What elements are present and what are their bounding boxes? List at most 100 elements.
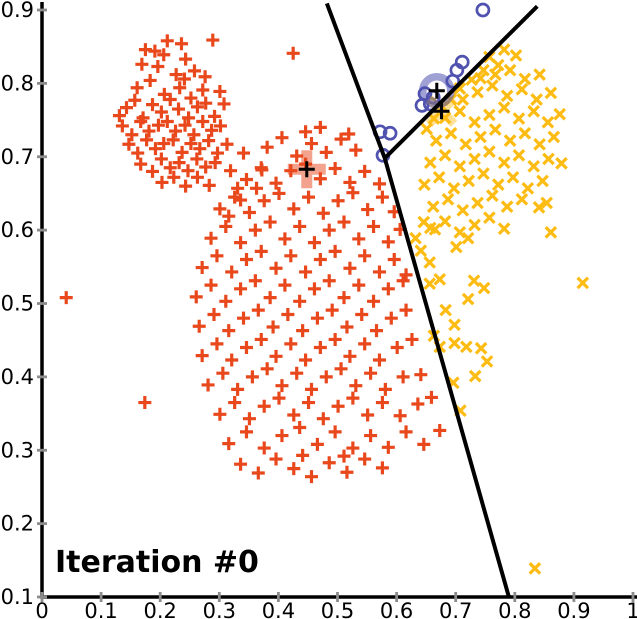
cluster-red-marker	[199, 96, 213, 110]
cluster-red-marker	[190, 152, 204, 166]
cluster-red-marker	[278, 278, 292, 292]
cluster-red-marker	[211, 146, 225, 160]
cluster-red-marker	[263, 291, 277, 305]
cluster-red-marker	[346, 391, 360, 405]
cluster-red-marker	[378, 382, 392, 396]
cluster-red-marker	[260, 362, 274, 376]
cluster-red-marker	[316, 206, 330, 220]
cluster-red-marker	[299, 353, 313, 367]
cluster-red-marker	[293, 219, 307, 233]
cluster-yellow-marker	[497, 156, 511, 169]
cluster-red-marker	[198, 70, 212, 84]
cluster-red-marker	[310, 437, 324, 451]
cluster-yellow-marker	[461, 292, 475, 306]
cluster-red-marker	[293, 294, 307, 308]
cluster-yellow-marker	[527, 159, 541, 173]
cluster-red-marker	[433, 423, 447, 437]
x-tick-label: 0.7	[439, 599, 472, 619]
cluster-red-marker	[296, 324, 310, 338]
cluster-red-marker	[225, 353, 239, 367]
cluster-red-marker	[242, 412, 256, 426]
cluster-red-marker	[281, 308, 295, 322]
cluster-red-marker	[322, 456, 336, 470]
cluster-red-marker	[340, 320, 354, 334]
cluster-yellow-marker	[553, 107, 567, 121]
cluster-red-marker	[269, 261, 283, 275]
cluster-red-marker	[367, 219, 381, 233]
cluster-yellow-marker	[423, 156, 437, 169]
cluster-red-marker	[224, 164, 238, 178]
cluster-red-marker	[375, 396, 389, 410]
cluster-red-marker	[148, 142, 162, 156]
cluster-red-marker	[337, 449, 351, 463]
cluster-yellow-marker	[474, 130, 487, 144]
cluster-yellow-marker	[441, 192, 455, 206]
cluster-red-marker	[222, 209, 236, 223]
cluster-yellow-marker	[460, 340, 473, 354]
cluster-red-marker	[182, 111, 196, 125]
cluster-red-marker	[260, 140, 274, 154]
cluster-yellow-marker	[417, 215, 431, 229]
cluster-red-marker	[213, 202, 227, 216]
cluster-yellow-marker	[453, 225, 467, 239]
cluster-red-marker	[134, 157, 148, 171]
cluster-red-marker	[120, 101, 134, 115]
cluster-red-marker	[304, 137, 318, 151]
cluster-yellow-marker	[414, 244, 428, 258]
cluster-red-marker	[140, 133, 154, 147]
cluster-red-marker	[328, 332, 342, 346]
cluster-yellow-marker	[418, 178, 431, 191]
cluster-red-marker	[242, 206, 256, 220]
cluster-yellow-marker	[468, 115, 481, 129]
cluster-red-marker	[322, 223, 336, 237]
cluster-red-marker	[424, 390, 438, 404]
cluster-red-marker	[304, 470, 318, 484]
cluster-red-marker	[239, 425, 253, 439]
cluster-yellow-marker	[456, 203, 470, 217]
x-tick-label: 0.4	[262, 599, 295, 619]
cluster-red-marker	[302, 396, 316, 410]
cluster-red-marker	[313, 120, 327, 134]
y-tick-label: 0.3	[1, 438, 34, 462]
cluster-yellow-marker	[541, 115, 555, 129]
cluster-red-marker	[146, 164, 160, 178]
cluster-red-marker	[340, 465, 354, 479]
cluster-red-marker	[313, 341, 327, 355]
cluster-red-marker	[310, 311, 324, 325]
cluster-yellow-marker	[509, 49, 523, 62]
cluster-yellow-marker	[423, 256, 437, 269]
cluster-yellow-marker	[528, 562, 542, 575]
cluster-red-marker	[195, 261, 209, 275]
x-tick-label: 0	[35, 599, 48, 619]
cluster-red-marker	[381, 235, 395, 249]
cluster-red-marker	[195, 349, 209, 363]
cluster-yellow-marker	[468, 218, 481, 232]
cluster-yellow-marker	[444, 126, 458, 140]
centroid-markers-layer	[298, 82, 450, 178]
cluster-red-marker	[155, 175, 169, 189]
cluster-red-marker	[163, 161, 177, 175]
cluster-yellow-marker	[500, 89, 514, 103]
cluster-red-marker	[239, 341, 253, 355]
cluster-red-marker	[325, 303, 339, 317]
cluster-red-marker	[167, 170, 181, 184]
cluster-yellow-marker	[462, 174, 476, 188]
cluster-red-marker	[250, 181, 264, 195]
cluster-yellow-marker	[483, 211, 496, 224]
cluster-red-marker	[266, 320, 280, 334]
cluster-yellow-marker	[471, 85, 484, 99]
cluster-yellow-marker	[438, 148, 452, 162]
cluster-red-marker	[59, 291, 73, 305]
x-tick-label: 0.9	[557, 599, 590, 619]
cluster-red-marker	[163, 93, 177, 107]
cluster-yellow-marker	[544, 225, 558, 239]
cluster-red-marker	[411, 397, 425, 411]
cluster-red-marker	[177, 72, 191, 86]
cluster-yellow-marker	[420, 122, 434, 136]
cluster-yellow-marker	[426, 200, 440, 213]
cluster-red-marker	[225, 265, 239, 279]
cluster-red-marker	[319, 145, 333, 159]
cluster-red-marker	[196, 115, 210, 129]
x-tick-label: 1	[626, 599, 637, 619]
